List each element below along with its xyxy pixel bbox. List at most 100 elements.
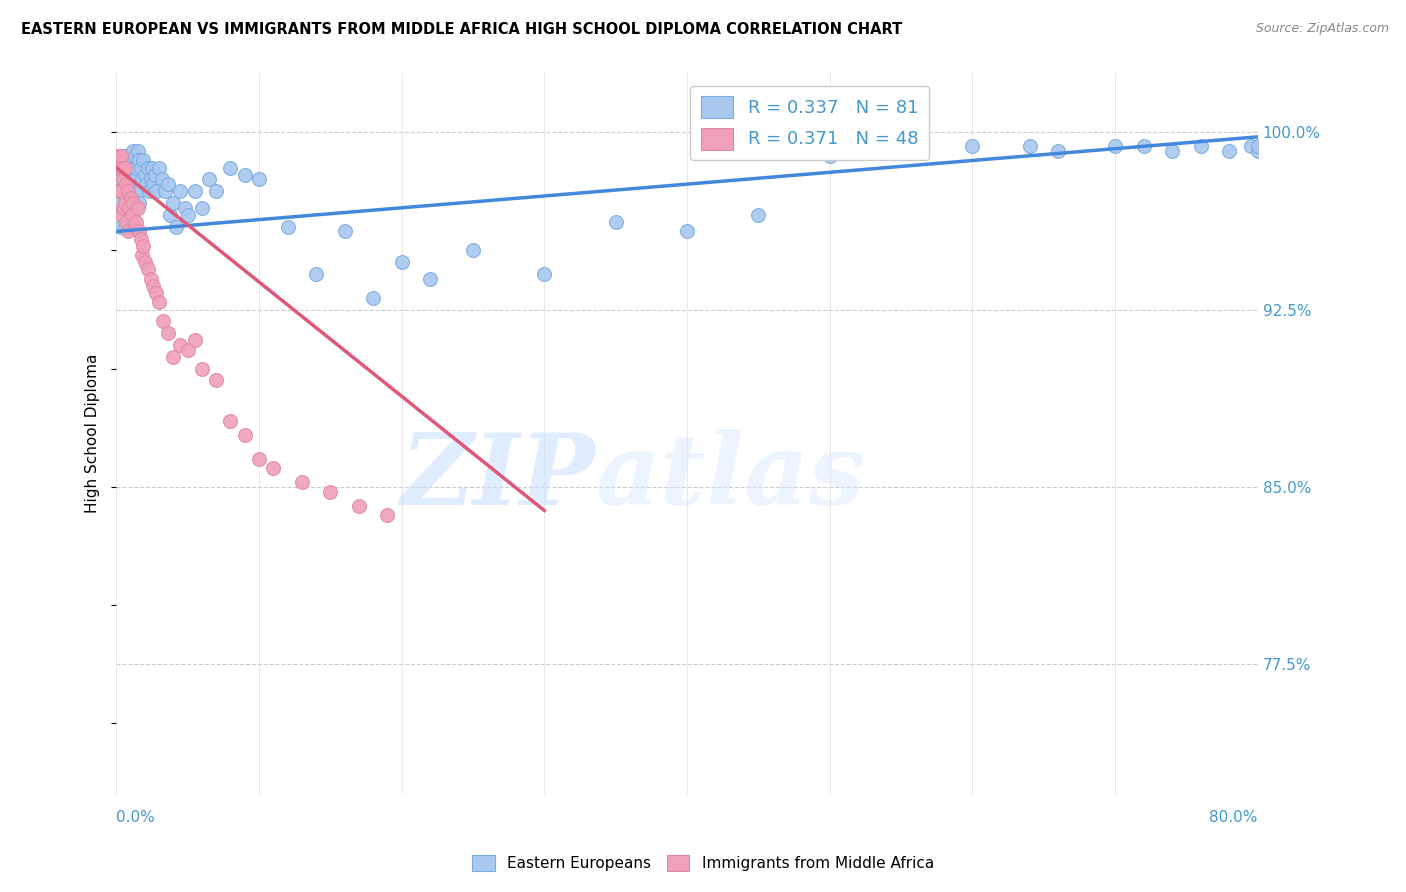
Point bbox=[115, 177, 138, 191]
Legend: Eastern Europeans, Immigrants from Middle Africa: Eastern Europeans, Immigrants from Middl… bbox=[465, 849, 941, 877]
Point bbox=[152, 314, 174, 328]
Point bbox=[605, 215, 627, 229]
Point bbox=[169, 338, 191, 352]
Point bbox=[115, 184, 138, 198]
Point bbox=[184, 333, 207, 347]
Point bbox=[128, 196, 150, 211]
Point bbox=[118, 208, 141, 222]
Point bbox=[1018, 139, 1040, 153]
Point bbox=[131, 172, 153, 186]
Legend: R = 0.337   N = 81, R = 0.371   N = 48: R = 0.337 N = 81, R = 0.371 N = 48 bbox=[690, 86, 929, 161]
Point bbox=[108, 196, 131, 211]
Point bbox=[112, 184, 135, 198]
Point bbox=[159, 208, 181, 222]
Text: ZIP: ZIP bbox=[401, 429, 596, 525]
Point bbox=[145, 285, 167, 300]
Point bbox=[419, 272, 441, 286]
Point bbox=[114, 172, 136, 186]
Point bbox=[233, 428, 256, 442]
Point bbox=[276, 219, 298, 234]
Point bbox=[127, 144, 149, 158]
Point bbox=[1240, 139, 1263, 153]
Point bbox=[1132, 139, 1154, 153]
Point bbox=[125, 215, 148, 229]
Point bbox=[120, 191, 142, 205]
Point bbox=[110, 149, 132, 163]
Point bbox=[139, 172, 162, 186]
Point bbox=[305, 267, 328, 281]
Text: atlas: atlas bbox=[596, 429, 866, 525]
Point bbox=[205, 184, 228, 198]
Point bbox=[173, 201, 195, 215]
Point bbox=[676, 224, 699, 238]
Point bbox=[122, 196, 145, 211]
Point bbox=[156, 326, 179, 340]
Point bbox=[108, 184, 131, 198]
Point bbox=[145, 184, 167, 198]
Point bbox=[127, 184, 149, 198]
Point bbox=[129, 231, 152, 245]
Point bbox=[138, 184, 160, 198]
Point bbox=[125, 201, 148, 215]
Point bbox=[169, 184, 191, 198]
Point bbox=[125, 161, 148, 175]
Point bbox=[128, 153, 150, 168]
Point bbox=[150, 172, 173, 186]
Text: Source: ZipAtlas.com: Source: ZipAtlas.com bbox=[1256, 22, 1389, 36]
Point bbox=[148, 295, 170, 310]
Point bbox=[121, 161, 143, 175]
Point bbox=[107, 149, 129, 163]
Point bbox=[120, 177, 142, 191]
Point bbox=[162, 196, 184, 211]
Point bbox=[129, 161, 152, 175]
Point bbox=[115, 149, 138, 163]
Point bbox=[1161, 144, 1184, 158]
Point bbox=[110, 184, 132, 198]
Point bbox=[461, 244, 484, 258]
Point bbox=[124, 149, 146, 163]
Point bbox=[1104, 139, 1126, 153]
Point bbox=[110, 172, 132, 186]
Point bbox=[122, 184, 145, 198]
Point bbox=[176, 208, 198, 222]
Point bbox=[291, 475, 314, 490]
Text: EASTERN EUROPEAN VS IMMIGRANTS FROM MIDDLE AFRICA HIGH SCHOOL DIPLOMA CORRELATIO: EASTERN EUROPEAN VS IMMIGRANTS FROM MIDD… bbox=[21, 22, 903, 37]
Point bbox=[361, 291, 384, 305]
Point bbox=[247, 451, 270, 466]
Point bbox=[233, 168, 256, 182]
Point bbox=[111, 161, 134, 175]
Point bbox=[108, 161, 131, 175]
Point bbox=[205, 374, 228, 388]
Point bbox=[176, 343, 198, 357]
Point bbox=[1189, 139, 1212, 153]
Point bbox=[333, 224, 356, 238]
Point bbox=[1247, 144, 1270, 158]
Point bbox=[184, 184, 207, 198]
Point bbox=[191, 361, 214, 376]
Point bbox=[114, 219, 136, 234]
Point bbox=[115, 215, 138, 229]
Point bbox=[111, 208, 134, 222]
Point bbox=[117, 184, 139, 198]
Point bbox=[134, 168, 156, 182]
Point bbox=[117, 224, 139, 238]
Point bbox=[132, 153, 155, 168]
Point bbox=[127, 201, 149, 215]
Point bbox=[124, 172, 146, 186]
Point bbox=[962, 139, 984, 153]
Point bbox=[131, 248, 153, 262]
Point bbox=[391, 255, 413, 269]
Point bbox=[890, 144, 912, 158]
Point bbox=[112, 161, 135, 175]
Point bbox=[148, 161, 170, 175]
Point bbox=[118, 201, 141, 215]
Point bbox=[134, 255, 156, 269]
Point bbox=[162, 350, 184, 364]
Point bbox=[121, 208, 143, 222]
Point bbox=[347, 499, 370, 513]
Point bbox=[153, 184, 176, 198]
Point bbox=[128, 224, 150, 238]
Point bbox=[377, 508, 399, 523]
Point bbox=[122, 144, 145, 158]
Point bbox=[124, 219, 146, 234]
